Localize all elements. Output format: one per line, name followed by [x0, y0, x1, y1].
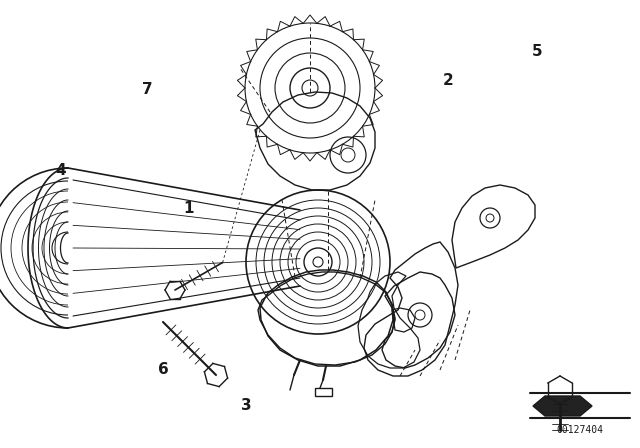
Polygon shape — [533, 396, 592, 416]
Text: 4: 4 — [56, 163, 66, 178]
Text: 5: 5 — [532, 44, 543, 59]
Text: 2: 2 — [443, 73, 453, 88]
Text: 00127404: 00127404 — [557, 425, 604, 435]
Text: 6: 6 — [158, 362, 168, 377]
Text: 7: 7 — [142, 82, 152, 97]
Text: 3: 3 — [241, 398, 252, 413]
Text: 1: 1 — [184, 201, 194, 216]
